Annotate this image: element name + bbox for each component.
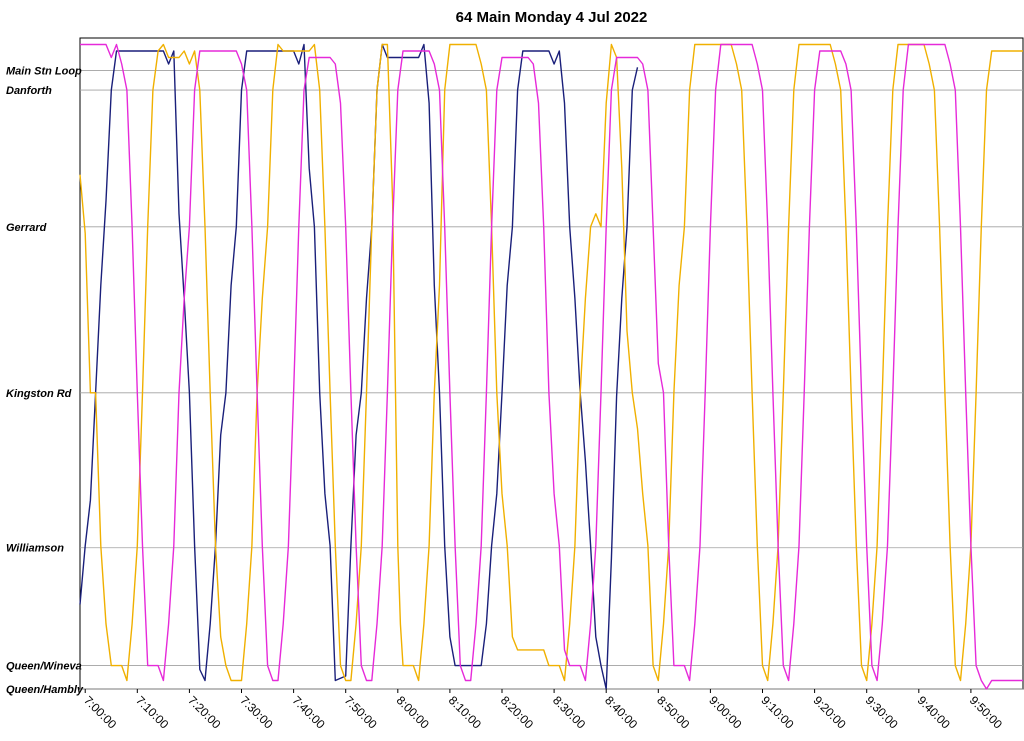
x-tick-label: 7:40:00 [289, 693, 327, 731]
y-stop-label: Queen/Hambly [6, 684, 84, 696]
x-tick-label: 8:10:00 [446, 693, 484, 731]
x-tick-label: 8:50:00 [654, 693, 692, 731]
y-stop-label: Main Stn Loop [6, 66, 82, 78]
series-layer [79, 43, 1023, 690]
y-stop-label: Williamson [6, 543, 64, 555]
x-tick-label: 8:00:00 [394, 693, 432, 731]
x-tick-label: 9:40:00 [915, 693, 953, 731]
x-tick-label: 8:20:00 [498, 693, 536, 731]
x-tick-label: 9:00:00 [706, 693, 744, 731]
series-line-3 [80, 43, 1023, 690]
plot-area [79, 37, 1024, 690]
x-tick-label: 7:50:00 [342, 693, 380, 731]
x-tick-label: 7:10:00 [133, 693, 171, 731]
x-tick-label: 9:30:00 [863, 693, 901, 731]
x-axis-tick-labels: 7:00:00 7:10:00 7:20:00 7:30:00 7:40:00 7:50:… [81, 689, 1005, 732]
y-axis-stop-labels: Main Stn Loop Danforth Gerrard Kingston Rd W… [6, 66, 84, 696]
series-line-1 [79, 43, 639, 690]
chart-title: 64 Main Monday 4 Jul 2022 [456, 9, 648, 26]
x-tick-label: 9:20:00 [810, 693, 848, 731]
x-tick-label: 9:50:00 [967, 693, 1005, 731]
x-tick-label: 7:20:00 [185, 693, 223, 731]
y-stop-label: Danforth [6, 85, 52, 97]
x-tick-label: 7:30:00 [237, 693, 275, 731]
y-stop-label: Kingston Rd [6, 388, 72, 400]
x-tick-label: 7:00:00 [81, 693, 119, 731]
series-line-2 [79, 43, 1023, 682]
gridlines [80, 70, 1023, 690]
y-stop-label: Gerrard [6, 222, 47, 234]
y-stop-label: Queen/Wineva [6, 661, 82, 673]
x-tick-label: 8:40:00 [602, 693, 640, 731]
x-tick-label: 9:10:00 [758, 693, 796, 731]
x-tick-label: 8:30:00 [550, 693, 588, 731]
